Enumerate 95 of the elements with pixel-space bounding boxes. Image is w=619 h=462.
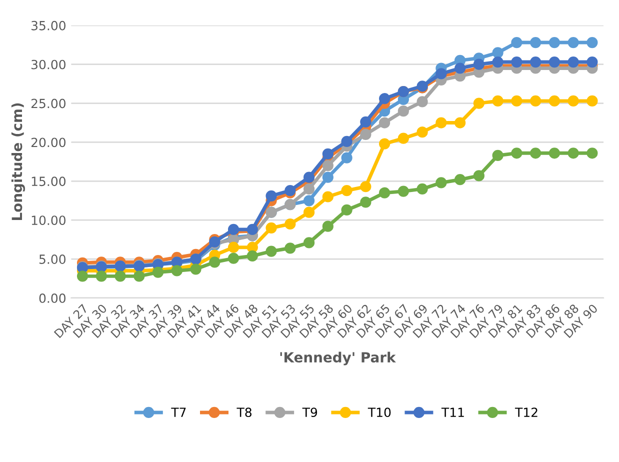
- point: [322, 172, 334, 183]
- y-tick-label: 20.00: [31, 138, 66, 148]
- point: [586, 36, 598, 48]
- point: [228, 242, 240, 253]
- point: [360, 128, 372, 140]
- y-tick-label: 0.00: [39, 293, 66, 303]
- point: [303, 206, 315, 218]
- point: [228, 252, 240, 264]
- legend-label: T8: [236, 408, 252, 418]
- point: [190, 264, 202, 275]
- point: [228, 224, 240, 236]
- point: [341, 204, 352, 216]
- point: [436, 68, 447, 80]
- point: [586, 56, 598, 68]
- point: [284, 218, 296, 230]
- y-tick-label: 15.00: [32, 176, 66, 186]
- point: [568, 36, 579, 48]
- point: [492, 56, 504, 68]
- point: [568, 148, 579, 159]
- point: [378, 187, 390, 198]
- point: [341, 152, 352, 164]
- point: [454, 62, 466, 74]
- legend-label: T11: [441, 408, 464, 417]
- point: [568, 56, 579, 68]
- legend-label: T9: [302, 408, 318, 418]
- y-tick-label: 10.00: [32, 216, 66, 226]
- point: [360, 196, 372, 208]
- legend-label: T10: [368, 408, 391, 418]
- point: [416, 96, 428, 108]
- y-tick-label: 25.00: [31, 98, 66, 108]
- point: [511, 148, 522, 159]
- point: [398, 106, 409, 117]
- point: [511, 95, 522, 107]
- point: [171, 265, 182, 276]
- point: [454, 117, 466, 128]
- point: [266, 246, 277, 257]
- point: [284, 184, 296, 196]
- point: [530, 36, 542, 48]
- point: [246, 250, 258, 262]
- point: [266, 222, 277, 234]
- point: [303, 183, 315, 195]
- point: [378, 117, 390, 128]
- point: [360, 116, 372, 128]
- point: [492, 95, 504, 107]
- point: [511, 36, 522, 48]
- point: [303, 237, 315, 248]
- point: [548, 56, 560, 68]
- y-tick-label: 30.00: [31, 60, 66, 70]
- point: [416, 126, 428, 138]
- point: [322, 191, 334, 202]
- point: [548, 36, 560, 48]
- y-tick-label: 35.00: [31, 20, 66, 30]
- legend-label: T12: [514, 408, 538, 417]
- point: [134, 270, 145, 282]
- point: [530, 95, 542, 107]
- point: [76, 270, 88, 282]
- point: [436, 117, 447, 128]
- point: [209, 256, 220, 268]
- point: [378, 93, 390, 104]
- point: [322, 148, 334, 160]
- y-axis-title: Longitude (cm): [11, 103, 25, 220]
- point: [266, 190, 277, 202]
- point: [436, 177, 447, 188]
- point: [568, 95, 579, 107]
- point: [398, 132, 409, 144]
- point: [586, 148, 598, 159]
- point: [152, 266, 164, 278]
- point: [586, 95, 598, 107]
- point: [341, 136, 352, 148]
- point: [322, 220, 334, 232]
- point: [96, 270, 107, 282]
- point: [473, 170, 484, 182]
- point: [548, 95, 560, 107]
- legend-label: T7: [171, 408, 186, 417]
- point: [416, 183, 428, 195]
- point: [473, 58, 484, 70]
- point: [473, 98, 484, 109]
- point: [454, 174, 466, 186]
- point: [378, 138, 390, 150]
- point: [303, 172, 315, 183]
- point: [284, 242, 296, 254]
- point: [492, 150, 504, 162]
- point: [341, 184, 352, 196]
- point: [360, 181, 372, 192]
- point: [530, 56, 542, 68]
- point: [303, 195, 315, 206]
- point: [398, 186, 409, 197]
- point: [511, 56, 522, 68]
- point: [548, 148, 560, 159]
- point: [322, 160, 334, 172]
- y-tick-label: 5.00: [39, 254, 66, 264]
- point: [492, 47, 504, 58]
- point: [114, 270, 126, 282]
- point: [530, 148, 542, 159]
- x-axis-title: 'Kennedy' Park: [280, 352, 396, 366]
